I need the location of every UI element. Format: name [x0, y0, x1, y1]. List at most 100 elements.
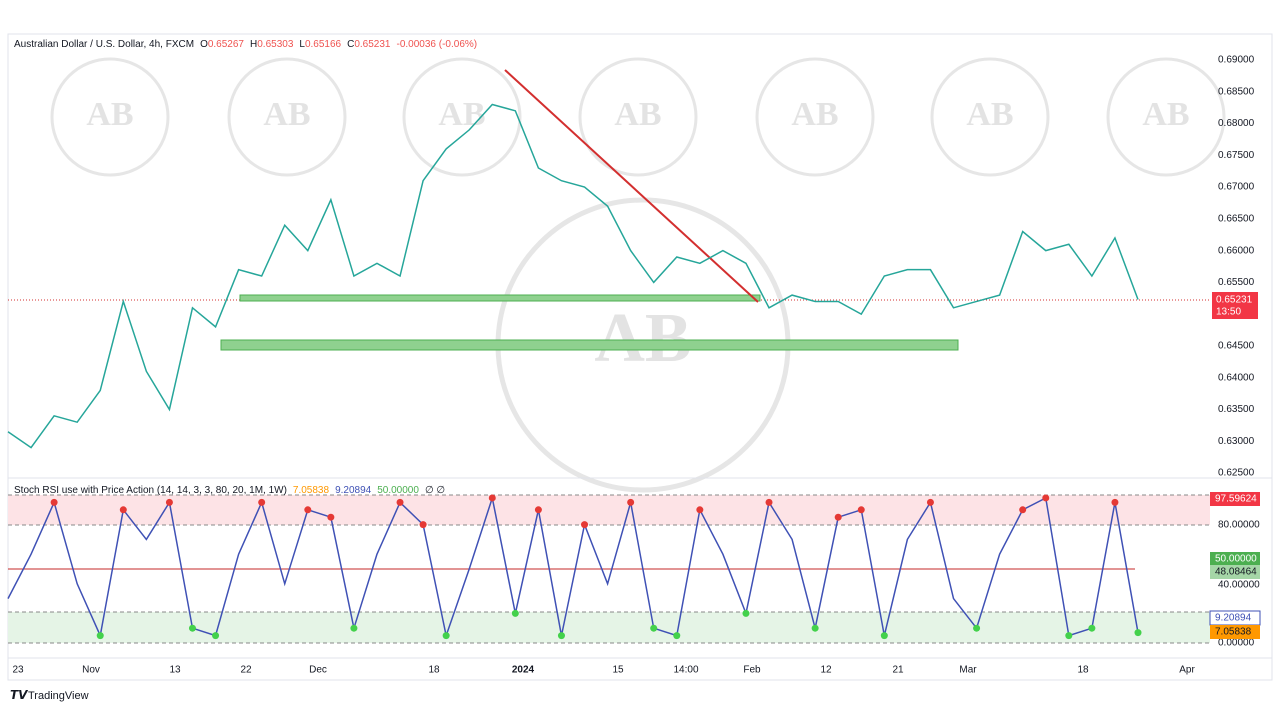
watermark-ring [930, 57, 1050, 177]
footer-brand: TradingView [28, 690, 89, 702]
watermark-text: AB [791, 96, 838, 133]
watermark-text: AB [86, 96, 133, 133]
signal-dot [650, 624, 658, 632]
signal-dot [696, 506, 704, 514]
price-axis-label: 0.67000 [1218, 182, 1255, 193]
watermark-ring [755, 57, 875, 177]
time-axis-label: Dec [309, 665, 327, 676]
indicator-tag-text: 50.00000 [1215, 554, 1257, 565]
watermark-ring [578, 57, 698, 177]
stoch-k-line [7, 494, 1139, 639]
time-axis-label: 18 [428, 665, 440, 676]
signal-dot [212, 632, 220, 640]
signal-dot [926, 498, 934, 506]
signal-dot [581, 521, 589, 529]
watermark-ring [50, 57, 170, 177]
indicator-tag-text: 48.08464 [1215, 567, 1257, 578]
signal-dot [165, 498, 173, 506]
signal-dot [765, 498, 773, 506]
indicator-tag-text: 7.05838 [1215, 627, 1252, 638]
countdown: 13:50 [1216, 307, 1241, 318]
signal-dot [557, 632, 565, 640]
price-axis-label: 0.68000 [1218, 118, 1255, 129]
symbol: Australian Dollar / U.S. Dollar, 4h, FXC… [14, 39, 194, 50]
signal-dot [488, 494, 496, 502]
signal-dot [673, 632, 681, 640]
ohlc-label: H [250, 39, 257, 50]
signal-dot [534, 506, 542, 514]
trendline [504, 69, 759, 303]
signal-dot [188, 624, 196, 632]
indicator-tag-text: 9.20894 [1215, 613, 1252, 624]
price-axis-label: 0.64500 [1218, 341, 1255, 352]
time-axis-label: 13 [169, 665, 181, 676]
signal-dot [1042, 494, 1050, 502]
ohlc-label: L [299, 39, 305, 50]
signal-dot [1088, 624, 1096, 632]
indicator-tag-text: 97.59624 [1215, 494, 1257, 505]
price-axis-label: 0.66500 [1218, 213, 1255, 224]
support-zone [239, 294, 761, 302]
time-axis-label: Mar [959, 665, 977, 676]
oversold-zone [8, 612, 1210, 643]
time-axis-label: 18 [1077, 665, 1089, 676]
overbought-zone [8, 495, 1210, 525]
signal-dot [419, 521, 427, 529]
indicator-readout: 9.20894 [335, 485, 372, 496]
signal-dot [258, 498, 266, 506]
time-axis-label: 2024 [512, 665, 535, 676]
time-axis-label: 15 [612, 665, 624, 676]
watermark-text: AB [1142, 96, 1189, 133]
signal-dot [857, 506, 865, 514]
time-axis-label: 22 [240, 665, 252, 676]
indicator-readout: 7.05838 [293, 485, 330, 496]
watermark-ring [227, 57, 347, 177]
signal-dot [811, 624, 819, 632]
ohlc-value: 0.65231 [354, 39, 391, 50]
ohlc-value: 0.65267 [208, 39, 245, 50]
indicator-tag [1210, 492, 1260, 506]
support-zone [220, 339, 959, 351]
ohlc-value: 0.65166 [305, 39, 342, 50]
watermark-text: AB [966, 96, 1013, 133]
time-axis-label: Nov [82, 665, 100, 676]
ohlc-label: O [200, 39, 208, 50]
price-axis-label: 0.68500 [1218, 86, 1255, 97]
time-axis-label: Feb [743, 665, 761, 676]
signal-dot [350, 624, 358, 632]
signal-dot [327, 513, 335, 521]
indicator-tag [1210, 625, 1260, 639]
signal-dot [396, 498, 404, 506]
indicator-axis-label: 0.00000 [1218, 638, 1255, 649]
indicator-tag [1210, 552, 1260, 566]
price-change: -0.00036 (-0.06%) [397, 39, 478, 50]
price-axis-label: 0.65500 [1218, 277, 1255, 288]
signal-dot [304, 506, 312, 514]
signal-dot [119, 506, 127, 514]
indicator-axis-label: 80.00000 [1218, 520, 1260, 531]
time-axis-label: 23 [12, 665, 24, 676]
price-axis-label: 0.62500 [1218, 468, 1255, 479]
watermark-ring [402, 57, 522, 177]
watermark-text: AB [438, 96, 485, 133]
indicator-title: Stoch RSI use with Price Action (14, 14,… [14, 485, 287, 496]
indicator-readout: 50.00000 [377, 485, 419, 496]
watermark-text: AB [594, 300, 691, 377]
price-axis-label: 0.69000 [1218, 55, 1255, 66]
watermark-ring [1106, 57, 1226, 177]
signal-dot [1111, 498, 1119, 506]
signal-dot [50, 498, 58, 506]
price-axis-label: 0.63000 [1218, 436, 1255, 447]
watermark-text: AB [614, 96, 661, 133]
signal-dot [511, 609, 519, 617]
time-axis-label: 21 [892, 665, 904, 676]
ohlc-value: 0.65303 [257, 39, 294, 50]
signal-dot [1134, 629, 1142, 637]
signal-dot [742, 609, 750, 617]
price-axis-label: 0.63500 [1218, 404, 1255, 415]
watermark-text: AB [263, 96, 310, 133]
signal-dot [880, 632, 888, 640]
time-axis-label: 12 [820, 665, 832, 676]
